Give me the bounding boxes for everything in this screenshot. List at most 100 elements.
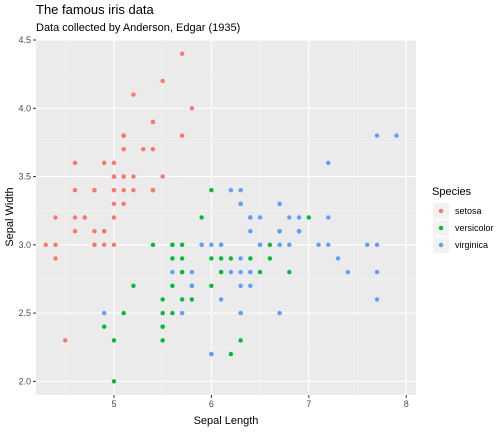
point-setosa bbox=[131, 174, 136, 179]
y-tick-label: 3.5 bbox=[18, 172, 31, 182]
point-versicolor bbox=[189, 297, 195, 302]
point-versicolor bbox=[218, 269, 224, 275]
point-virginica bbox=[345, 269, 350, 275]
point-setosa bbox=[92, 228, 97, 234]
point-virginica bbox=[209, 351, 214, 357]
point-virginica bbox=[394, 133, 399, 138]
y-axis-ticks: 2.0 2.5 3.0 3.5 4.0 4.5 bbox=[18, 35, 36, 386]
point-versicolor bbox=[209, 187, 214, 193]
chart-subtitle: Data collected by Anderson, Edgar (1935) bbox=[36, 22, 240, 34]
point-virginica bbox=[218, 242, 224, 248]
point-setosa bbox=[121, 174, 126, 179]
point-versicolor bbox=[179, 269, 185, 275]
point-versicolor bbox=[228, 351, 234, 357]
legend-key-versicolor bbox=[438, 225, 444, 231]
point-virginica bbox=[248, 269, 253, 275]
point-setosa bbox=[111, 174, 117, 179]
point-setosa bbox=[189, 106, 195, 111]
point-virginica bbox=[326, 215, 331, 220]
point-versicolor bbox=[306, 215, 312, 220]
minor-gridlines bbox=[36, 40, 416, 395]
point-virginica bbox=[228, 187, 234, 193]
point-setosa bbox=[121, 187, 126, 193]
point-setosa bbox=[111, 187, 117, 193]
legend-items: setosa versicolor virginica bbox=[433, 203, 494, 253]
legend-key-virginica bbox=[438, 242, 444, 248]
point-virginica bbox=[326, 242, 331, 248]
point-virginica bbox=[218, 297, 224, 302]
legend: Species setosa versicolor virginica bbox=[432, 186, 494, 253]
point-virginica bbox=[248, 228, 253, 234]
point-setosa bbox=[160, 78, 165, 84]
point-setosa bbox=[72, 215, 78, 220]
major-gridlines bbox=[36, 39, 416, 395]
point-versicolor bbox=[179, 297, 185, 302]
x-axis-ticks: 5 6 7 8 bbox=[111, 395, 409, 409]
point-virginica bbox=[374, 242, 380, 248]
point-virginica bbox=[238, 283, 243, 288]
point-virginica bbox=[287, 242, 292, 248]
point-virginica bbox=[102, 310, 107, 316]
point-virginica bbox=[257, 215, 263, 220]
point-virginica bbox=[374, 297, 380, 302]
point-setosa bbox=[102, 160, 107, 166]
point-virginica bbox=[238, 310, 243, 316]
point-setosa bbox=[179, 133, 185, 138]
point-virginica bbox=[209, 242, 214, 248]
point-virginica bbox=[179, 310, 185, 316]
point-setosa bbox=[43, 242, 48, 248]
point-versicolor bbox=[179, 256, 185, 261]
point-setosa bbox=[53, 256, 58, 261]
x-tick-label: 5 bbox=[111, 399, 116, 409]
point-versicolor bbox=[228, 256, 234, 261]
point-virginica bbox=[238, 269, 243, 275]
point-setosa bbox=[72, 160, 78, 166]
point-versicolor bbox=[170, 242, 175, 248]
x-tick-label: 8 bbox=[404, 399, 409, 409]
point-setosa bbox=[121, 201, 126, 207]
point-versicolor bbox=[209, 283, 214, 288]
point-setosa bbox=[179, 51, 185, 56]
point-versicolor bbox=[209, 256, 214, 261]
y-axis-title: Sepal Width bbox=[4, 187, 16, 246]
x-tick-label: 6 bbox=[209, 399, 214, 409]
point-virginica bbox=[238, 187, 243, 193]
point-virginica bbox=[296, 228, 302, 234]
point-virginica bbox=[248, 283, 253, 288]
point-virginica bbox=[199, 242, 204, 248]
point-setosa bbox=[111, 215, 117, 220]
point-setosa bbox=[102, 228, 107, 234]
point-setosa bbox=[92, 187, 97, 193]
point-setosa bbox=[63, 338, 68, 343]
point-virginica bbox=[335, 256, 341, 261]
point-versicolor bbox=[218, 256, 224, 261]
legend-label-setosa: setosa bbox=[455, 206, 482, 216]
y-tick-label: 3.0 bbox=[18, 240, 31, 250]
point-versicolor bbox=[257, 269, 263, 275]
plot-panel bbox=[36, 40, 416, 395]
point-versicolor bbox=[111, 338, 117, 343]
legend-title: Species bbox=[432, 186, 472, 198]
point-virginica bbox=[189, 269, 195, 275]
point-virginica bbox=[374, 133, 380, 138]
point-versicolor bbox=[199, 215, 204, 220]
point-virginica bbox=[277, 201, 282, 207]
point-virginica bbox=[248, 215, 253, 220]
point-setosa bbox=[150, 147, 156, 152]
point-virginica bbox=[277, 242, 282, 248]
point-versicolor bbox=[160, 324, 165, 329]
point-versicolor bbox=[160, 310, 165, 316]
legend-label-virginica: virginica bbox=[455, 240, 488, 250]
point-setosa bbox=[121, 133, 126, 138]
y-tick-label: 4.0 bbox=[18, 103, 31, 113]
point-setosa bbox=[72, 228, 78, 234]
point-virginica bbox=[257, 242, 263, 248]
point-virginica bbox=[189, 283, 195, 288]
point-virginica bbox=[326, 160, 331, 166]
x-axis-title: Sepal Length bbox=[194, 415, 259, 427]
point-setosa bbox=[111, 201, 117, 207]
point-virginica bbox=[277, 310, 282, 316]
point-setosa bbox=[160, 174, 165, 179]
point-versicolor bbox=[179, 242, 185, 248]
point-virginica bbox=[287, 215, 292, 220]
